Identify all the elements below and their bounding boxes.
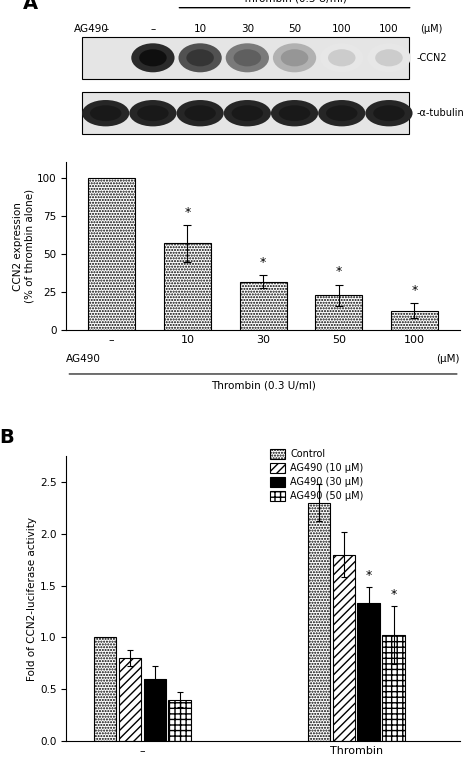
Text: 30: 30 [241,23,254,34]
Text: *: * [391,588,397,601]
Text: –: – [103,23,109,34]
Bar [118,658,141,741]
Ellipse shape [139,49,167,66]
Text: -α-tubulin: -α-tubulin [417,108,464,119]
Text: –: – [150,23,155,34]
Text: 100: 100 [332,23,352,34]
Bar [333,555,355,741]
Text: (μM): (μM) [420,23,443,34]
Ellipse shape [367,44,410,73]
Ellipse shape [176,100,224,126]
Ellipse shape [131,44,174,73]
Ellipse shape [226,44,269,73]
Bar [383,636,405,741]
Ellipse shape [232,105,263,121]
Ellipse shape [318,100,365,126]
Text: 10: 10 [193,23,207,34]
Text: (μM): (μM) [436,354,460,363]
Ellipse shape [326,105,357,121]
Ellipse shape [137,105,169,121]
Ellipse shape [373,105,405,121]
Ellipse shape [179,44,222,73]
Text: -CCN2: -CCN2 [417,53,447,63]
Bar [164,243,211,331]
Ellipse shape [234,49,261,66]
Ellipse shape [186,49,214,66]
Legend: Control, AG490 (10 μM), AG490 (30 μM), AG490 (50 μM): Control, AG490 (10 μM), AG490 (30 μM), A… [268,447,365,503]
Ellipse shape [365,100,412,126]
Ellipse shape [279,105,310,121]
Text: 100: 100 [379,23,399,34]
Bar [144,679,166,741]
Text: *: * [184,206,191,219]
Y-axis label: Fold of CCN2-luciferase activity: Fold of CCN2-luciferase activity [27,516,37,681]
Ellipse shape [375,49,403,66]
Text: *: * [365,569,372,582]
Bar [168,700,191,741]
Ellipse shape [271,100,318,126]
Ellipse shape [273,44,316,73]
Bar [94,637,116,741]
Bar [88,178,135,331]
Text: A: A [23,0,38,13]
Text: AG490: AG490 [74,23,109,34]
Ellipse shape [129,100,176,126]
Ellipse shape [224,100,271,126]
Bar [315,296,362,331]
Ellipse shape [320,44,364,73]
Text: *: * [260,257,266,269]
Text: AG490: AG490 [66,354,101,363]
Ellipse shape [328,49,356,66]
FancyBboxPatch shape [82,37,409,79]
Text: B: B [0,427,14,447]
Ellipse shape [90,105,121,121]
Text: Thrombin (0.3 U/ml): Thrombin (0.3 U/ml) [210,381,316,391]
Bar [357,603,380,741]
Text: 50: 50 [288,23,301,34]
FancyBboxPatch shape [82,92,409,134]
Text: Thrombin (0.3 U/ml): Thrombin (0.3 U/ml) [242,0,347,4]
Text: *: * [411,284,418,296]
Bar [308,503,330,741]
Ellipse shape [82,100,129,126]
Bar [240,282,286,331]
Text: *: * [336,265,342,278]
Ellipse shape [184,105,216,121]
Bar [391,310,438,331]
Ellipse shape [281,49,308,66]
Y-axis label: CCN2 expression
(% of thrombin alone): CCN2 expression (% of thrombin alone) [13,190,34,303]
